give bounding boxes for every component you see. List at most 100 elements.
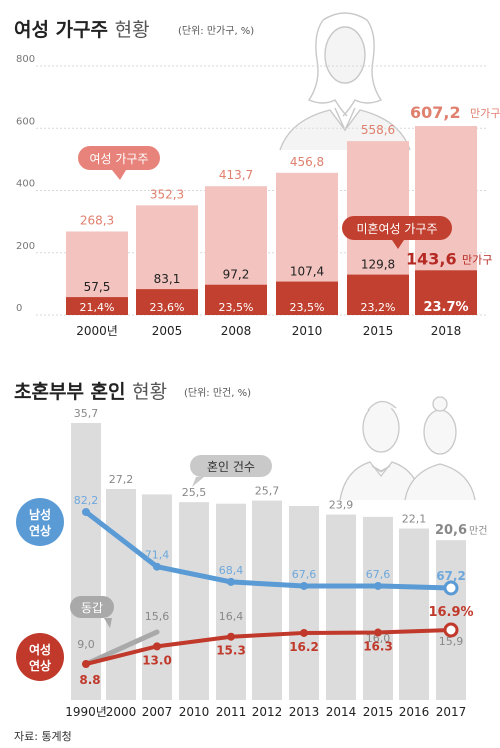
x-category-label: 2000년	[76, 324, 118, 338]
household-chart-title: 여성 가구주 현황	[14, 19, 150, 41]
single-household-bar	[415, 270, 477, 315]
single-female-householder-callout: 미혼여성 가구주	[342, 216, 452, 249]
male-older-label: 82,2	[74, 494, 99, 507]
title-suffix-part: 현황	[115, 19, 150, 41]
single-share-label: 21,4%	[80, 301, 115, 314]
single-share-label: 23,5%	[219, 301, 254, 314]
female-older-point	[300, 628, 308, 637]
single-share-label: 23,2%	[361, 301, 396, 314]
x-category-label: 2015	[363, 324, 394, 338]
callout-label: 미혼여성 가구주	[356, 222, 437, 236]
marriage-combo-chart: 1990년 35,7 2000 27,2 2007 2010 25,5 2011 2012 25,…	[16, 407, 487, 719]
same-age-label: 16,4	[219, 610, 244, 623]
single-household-bar	[66, 297, 128, 315]
x-category-label: 2017	[436, 705, 467, 719]
x-category-label: 2005	[152, 324, 183, 338]
single-value-label-latest: 143,6	[406, 249, 457, 268]
female-older-point	[227, 632, 235, 641]
female-older-point	[153, 642, 161, 651]
x-category-label: 2007	[142, 705, 173, 719]
male-older-point	[82, 508, 90, 516]
y-tick-label: 200	[16, 241, 35, 252]
marriage-count-callout: 혼인 건수	[190, 455, 272, 487]
callout-bubble	[342, 216, 452, 240]
x-category-label: 2008	[221, 324, 252, 338]
marriage-count-label: 25,7	[255, 485, 280, 498]
y-tick-label: 800	[16, 54, 35, 65]
total-value-label: 413,7	[219, 168, 253, 182]
female-older-line	[84, 628, 453, 666]
marriage-count-label: 22,1	[402, 513, 427, 526]
x-category-label: 2011	[216, 705, 247, 719]
total-value-label: 558,6	[361, 123, 395, 137]
single-unit-label: 만가구	[462, 253, 492, 266]
x-category-label: 2010	[179, 705, 210, 719]
same-age-line	[83, 629, 160, 667]
single-value-label: 107,4	[290, 265, 324, 279]
title-main-part: 초혼부부 혼인	[14, 380, 132, 403]
series-badge-circle	[16, 633, 64, 681]
male-older-point	[227, 577, 235, 586]
male-older-point	[300, 581, 308, 590]
female-older-label: 15.3	[216, 644, 246, 658]
female-older-label: 13.0	[142, 653, 172, 667]
male-older-label: 71,4	[145, 549, 170, 562]
x-category-label: 2012	[252, 705, 283, 719]
male-older-label: 67,6	[292, 568, 317, 581]
x-category-label: 2014	[326, 705, 357, 719]
single-value-label: 129,8	[361, 258, 395, 272]
female-older-point	[374, 628, 382, 637]
callout-pointer	[112, 170, 126, 180]
total-unit-label: 만가구	[470, 107, 500, 120]
single-household-bar	[276, 281, 338, 315]
marriage-count-bar	[216, 503, 246, 700]
marriage-count-bar	[436, 540, 466, 700]
total-value-label: 352,3	[150, 187, 184, 201]
marriage-count-label: 25,5	[182, 486, 207, 499]
female-older-label: 8.8	[79, 673, 100, 687]
same-age-label: 15,9	[439, 635, 464, 648]
marriage-count-bar	[252, 500, 282, 700]
x-category-label: 2018	[431, 324, 462, 338]
household-unit-label: (단위: 만가구, %)	[178, 24, 254, 37]
callout-pointer	[104, 618, 112, 628]
series-badge-line: 남성	[29, 507, 51, 522]
single-value-label: 97,2	[223, 268, 250, 282]
series-badge-circle	[16, 498, 64, 546]
marriage-count-unit: 만건	[469, 525, 487, 537]
callout-pointer	[392, 240, 404, 249]
single-share-label-latest: 23.7%	[423, 300, 468, 315]
single-share-label: 23,5%	[290, 301, 325, 314]
female-older-label: 16.9%	[428, 605, 473, 620]
callout-pointer	[192, 477, 204, 487]
single-value-label: 57,5	[84, 280, 111, 294]
total-value-label-latest: 607,2	[410, 103, 461, 122]
male-older-label: 68,4	[219, 564, 244, 577]
marriage-count-bar	[326, 514, 356, 700]
single-household-bar	[205, 284, 267, 315]
series-badge-line: 여성	[29, 642, 51, 657]
marriage-count-bar	[142, 494, 172, 700]
marriage-count-label: 35,7	[74, 407, 99, 420]
female-older-point	[443, 622, 459, 638]
marriage-count-label: 23,9	[329, 499, 354, 512]
marriage-chart-title: 초혼부부 혼인 현황	[14, 380, 167, 403]
male-older-point	[443, 580, 459, 596]
y-tick-label: 0	[16, 303, 22, 314]
x-category-label: 2016	[399, 705, 430, 719]
single-value-label: 83,1	[154, 272, 181, 286]
male-older-point	[374, 581, 382, 590]
female-older-label: 16.2	[289, 640, 319, 654]
callout-label: 여성 가구주	[89, 152, 148, 166]
woman-illustration	[279, 12, 411, 151]
same-age-callout: 동갑	[70, 596, 114, 628]
source-note: 자료: 통계청	[14, 730, 72, 743]
title-suffix-part: 현황	[132, 381, 167, 403]
marriage-count-label: 20,6	[435, 523, 467, 538]
male-older-point	[153, 562, 161, 571]
marriage-count-bar	[399, 528, 429, 700]
female-older-label: 16.3	[363, 640, 393, 654]
total-value-label: 456,8	[290, 155, 324, 169]
